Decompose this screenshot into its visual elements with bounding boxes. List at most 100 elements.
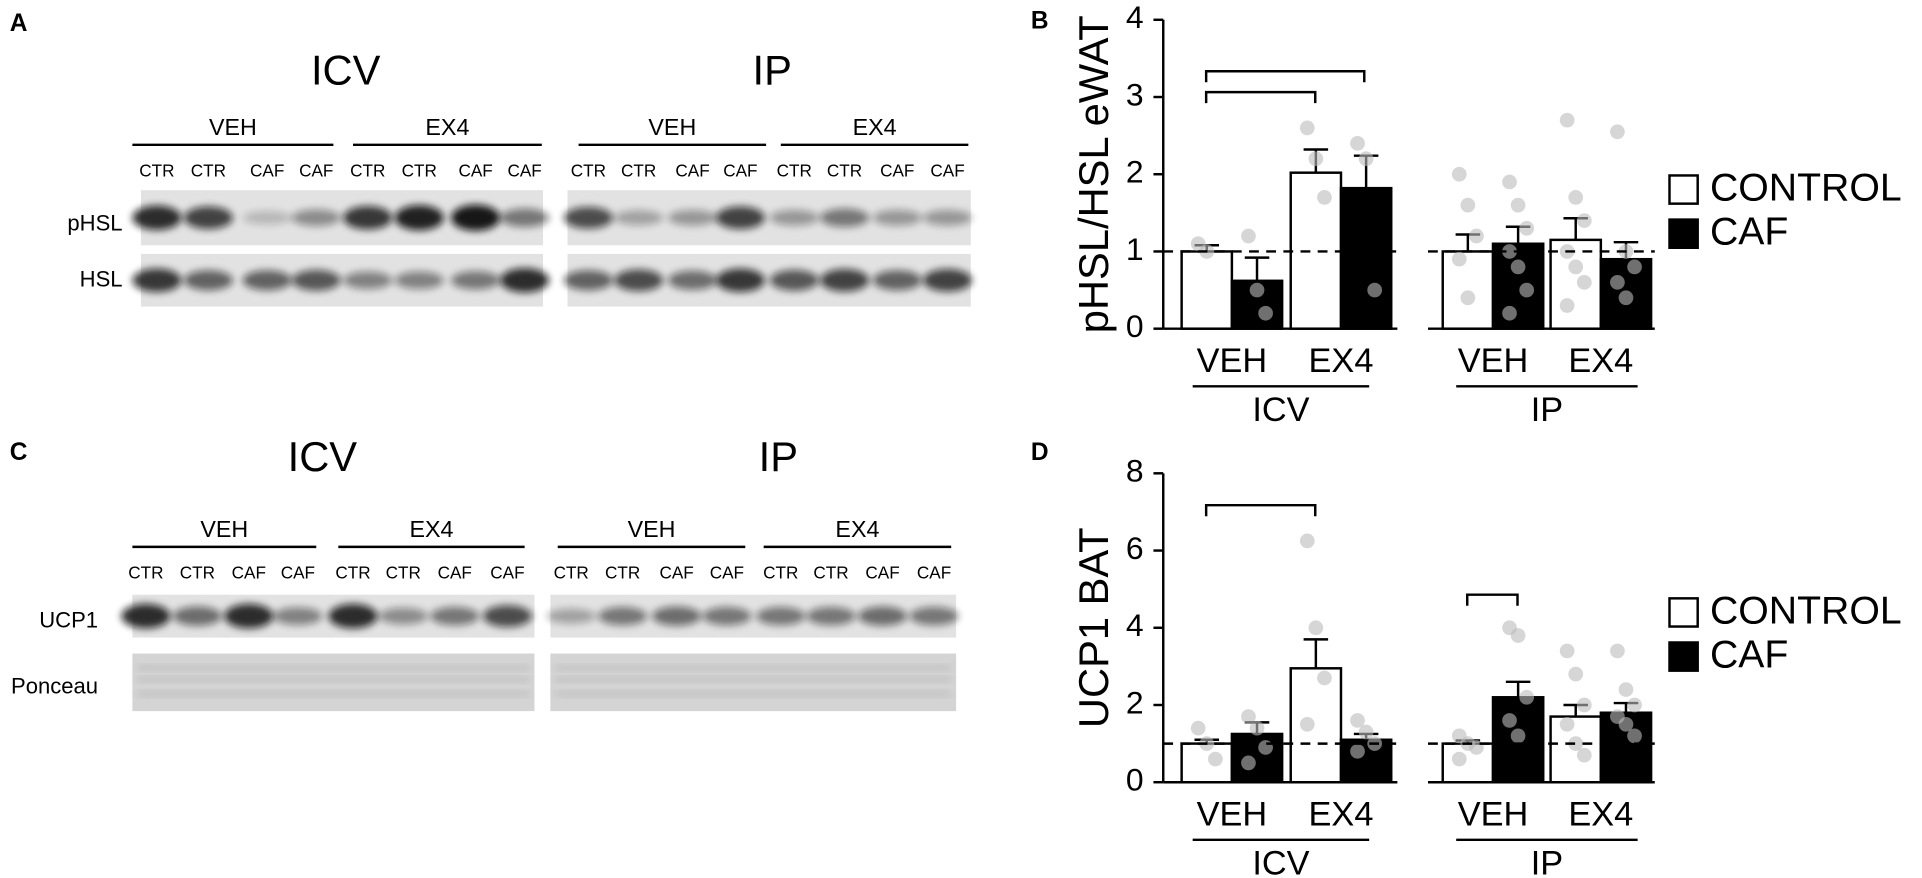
blot-band	[546, 608, 596, 624]
data-point	[1519, 282, 1535, 298]
blot-band	[923, 209, 973, 226]
blot-band	[224, 603, 274, 629]
data-point	[1258, 305, 1273, 321]
lane-label: CAF	[659, 562, 693, 582]
blot-title: IP	[753, 47, 792, 94]
data-point	[1627, 728, 1642, 744]
lane-label: CTR	[827, 160, 862, 180]
lane-label: CAF	[250, 160, 284, 180]
y-tick-label: 4	[1126, 607, 1144, 643]
row-label: HSL	[80, 267, 123, 292]
lane-label: CAF	[710, 562, 744, 582]
blot-band	[614, 210, 664, 226]
condition-label: VEH	[648, 114, 696, 140]
panel-label: C	[10, 439, 28, 466]
blot-band	[715, 206, 765, 230]
lane-label: CTR	[605, 562, 640, 582]
y-tick-label: 8	[1126, 453, 1144, 489]
lane-label: CTR	[571, 160, 606, 180]
blot-strip	[550, 653, 957, 712]
data-point	[1618, 682, 1634, 697]
data-point	[1207, 751, 1223, 767]
y-tick-label: 2	[1126, 684, 1144, 720]
bar	[1339, 186, 1393, 330]
blot-band	[500, 268, 550, 293]
data-point	[1451, 251, 1467, 267]
data-point	[1510, 728, 1526, 744]
data-point	[1451, 166, 1467, 182]
lane-label: CTR	[386, 562, 421, 582]
data-point	[1469, 740, 1484, 755]
bracket	[1204, 70, 1366, 83]
data-point	[1576, 697, 1592, 713]
data-point	[1510, 259, 1526, 275]
x-tick-label: EX4	[1568, 796, 1633, 834]
data-point	[1190, 720, 1206, 736]
y-tick-label: 3	[1126, 76, 1144, 112]
blot-strip	[132, 653, 535, 712]
data-point	[1317, 670, 1332, 686]
lane-label: CAF	[865, 562, 899, 582]
lane-label: CAF	[281, 562, 315, 582]
data-point	[1568, 736, 1584, 751]
group-label: ICV	[1252, 391, 1309, 429]
blot-band	[451, 271, 501, 290]
condition-label: EX4	[853, 114, 897, 140]
bracket	[1204, 90, 1317, 104]
blot-band	[183, 206, 233, 230]
blot-band	[378, 607, 428, 625]
y-tick-label: 0	[1126, 762, 1144, 798]
data-point	[1576, 213, 1592, 228]
lane-label: CTR	[128, 562, 163, 582]
data-point	[1299, 716, 1315, 732]
error-bar	[1505, 680, 1531, 698]
bar	[1491, 242, 1545, 330]
ponceau-band	[555, 665, 952, 671]
blot-band	[702, 606, 752, 626]
panel-label: B	[1031, 8, 1049, 35]
data-point	[1559, 112, 1575, 128]
data-point	[1559, 298, 1575, 313]
data-point	[1502, 244, 1517, 259]
blot-band	[394, 271, 444, 290]
x-tick-label: VEH	[1458, 342, 1529, 380]
data-point	[1610, 274, 1625, 290]
row-label: UCP1	[39, 607, 98, 632]
data-point	[1519, 689, 1535, 705]
condition-label: VEH	[628, 516, 676, 542]
bar	[1289, 667, 1343, 784]
lane-label: CAF	[930, 160, 964, 180]
x-tick-label: EX4	[1309, 342, 1374, 380]
row-label: Ponceau	[11, 674, 98, 699]
data-point	[1258, 740, 1273, 755]
data-point	[1241, 228, 1256, 244]
bar	[1441, 250, 1495, 330]
data-point	[1460, 290, 1476, 306]
blot-band	[328, 603, 378, 629]
bracket	[1204, 503, 1317, 517]
data-point	[1610, 643, 1625, 659]
blot-band	[614, 269, 664, 292]
lane-label: CAF	[917, 562, 951, 582]
data-point	[1299, 120, 1315, 136]
data-point	[1519, 220, 1535, 236]
x-tick-label: EX4	[1568, 342, 1633, 380]
data-point	[1510, 197, 1526, 213]
data-point	[1350, 743, 1365, 759]
data-point	[1502, 174, 1517, 190]
y-tick-label: 0	[1126, 308, 1144, 344]
data-point	[1510, 628, 1526, 643]
data-point	[1502, 713, 1517, 728]
blot-band	[430, 606, 480, 626]
data-point	[1559, 716, 1575, 732]
data-point	[1568, 259, 1584, 275]
blot-band	[291, 209, 341, 227]
y-axis-label: pHSL/HSL eWAT	[1070, 15, 1117, 333]
blot-band	[242, 270, 292, 291]
lane-label: CAF	[880, 160, 914, 180]
lane-label: CTR	[335, 562, 370, 582]
lane-label: CTR	[763, 562, 798, 582]
bar	[1230, 732, 1284, 784]
